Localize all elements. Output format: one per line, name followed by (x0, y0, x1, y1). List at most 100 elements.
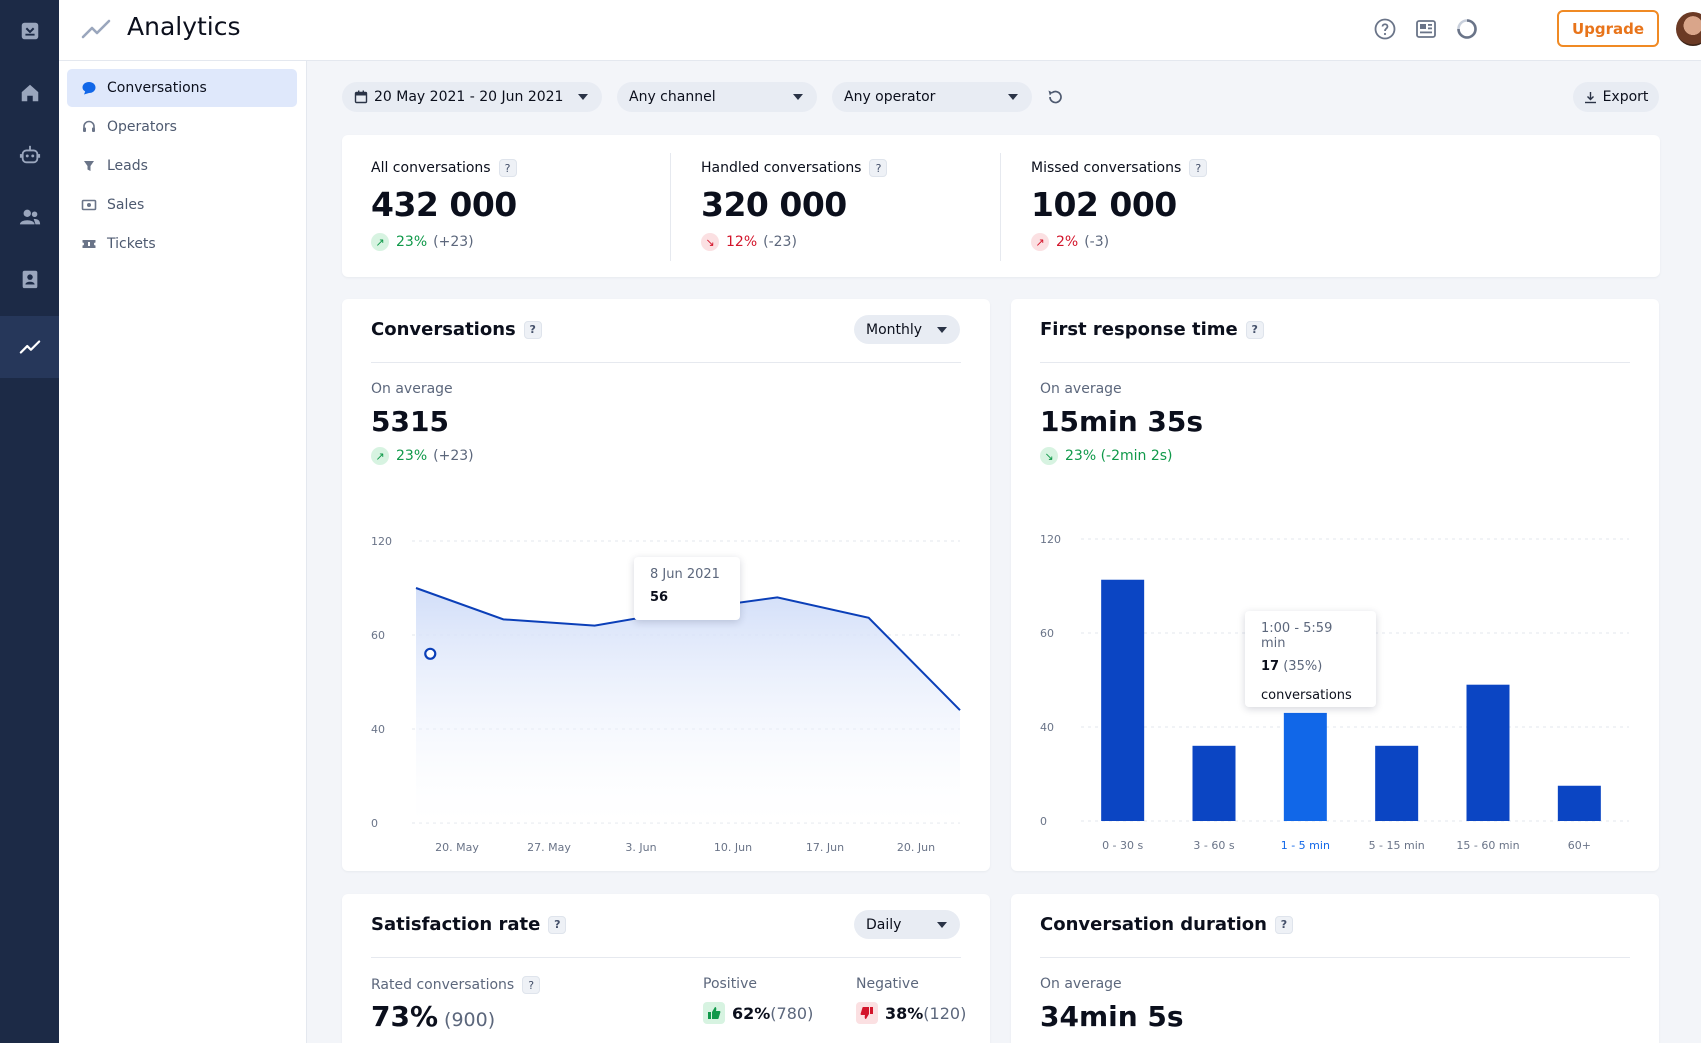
help-icon[interactable]: ? (869, 159, 888, 177)
rated-percent: 73% (371, 1000, 439, 1033)
x-tick-label: 20. Jun (897, 841, 935, 854)
rail-item-inbox[interactable] (0, 0, 59, 62)
analytics-icon (19, 340, 40, 354)
positive-percent: 62% (732, 1003, 771, 1023)
delta-absolute: (-23) (763, 234, 797, 250)
chat-bubble-icon (82, 82, 96, 95)
handled-conversations-delta: ↘ 12% (-23) (701, 233, 797, 251)
chevron-down-icon (937, 922, 947, 928)
rail-item-home[interactable] (0, 62, 59, 124)
export-button[interactable]: Export (1573, 82, 1659, 112)
chart-tooltip: 1:00 - 5:59 min 17 (35%) conversations (1245, 611, 1376, 707)
delta-percent: 23% (396, 234, 428, 250)
x-tick-label: 15 - 60 min (1456, 839, 1519, 852)
avatar[interactable] (1676, 12, 1701, 46)
handled-conversations-value: 320 000 (701, 185, 847, 224)
help-icon[interactable]: ? (548, 915, 567, 934)
inbox-icon (21, 22, 38, 40)
delta-text: 23% (-2min 2s) (1065, 448, 1173, 464)
y-tick-label: 120 (1040, 533, 1061, 546)
missed-conversations-label: Missed conversations ? (1031, 159, 1208, 177)
card-title-text: Satisfaction rate (371, 914, 541, 935)
subnav-item-conversations[interactable]: Conversations (67, 69, 297, 107)
arrow-up-right-icon: ↗ (1031, 233, 1049, 251)
subnav-item-label: Leads (107, 158, 148, 174)
summary-card: All conversations ? 432 000 ↗ 23% (+23) … (342, 135, 1660, 277)
help-icon[interactable]: ? (498, 159, 517, 177)
conversation-duration-card: Conversation duration ? On average 34min… (1011, 894, 1659, 1043)
avg-label: On average (1040, 976, 1122, 992)
area-fill (416, 588, 960, 823)
help-icon[interactable]: ? (1189, 159, 1208, 177)
help-icon[interactable]: ? (1245, 320, 1264, 339)
subnav-item-sales[interactable]: Sales (67, 186, 297, 224)
rail-item-users[interactable] (0, 186, 59, 248)
divider (1040, 362, 1630, 363)
calendar-icon (354, 90, 368, 104)
tooltip-unit: conversations (1261, 688, 1352, 703)
y-tick-label: 60 (1040, 627, 1054, 640)
rail-item-analytics[interactable] (0, 316, 59, 378)
arrow-up-right-icon: ↗ (371, 447, 389, 465)
upgrade-button[interactable]: Upgrade (1557, 10, 1659, 47)
divider (371, 957, 961, 958)
analytics-title-icon (81, 19, 111, 39)
bar (1466, 684, 1510, 821)
all-conversations-delta: ↗ 23% (+23) (371, 233, 474, 251)
positive-metric: 62% (780) (703, 1002, 813, 1024)
help-icon[interactable] (1373, 17, 1397, 41)
date-range-select[interactable]: 20 May 2021 - 20 Jun 2021 (342, 82, 602, 112)
subnav-item-operators[interactable]: Operators (67, 108, 297, 146)
bot-icon (19, 145, 40, 164)
chevron-down-icon (1008, 94, 1018, 100)
operator-select[interactable]: Any operator (832, 82, 1032, 112)
y-tick-label: 60 (371, 629, 385, 642)
delta-percent: 23% (396, 448, 428, 464)
negative-label: Negative (856, 976, 919, 992)
card-title-text: Conversations (371, 319, 516, 340)
all-conversations-value: 432 000 (371, 185, 517, 224)
rated-value: 73% (900) (371, 1000, 495, 1033)
news-icon[interactable] (1414, 17, 1438, 41)
missed-conversations-delta: ↗ 2% (-3) (1031, 233, 1109, 251)
help-icon[interactable]: ? (523, 320, 542, 339)
tooltip-count-line: 17 (35%) (1261, 659, 1360, 674)
date-range-value: 20 May 2021 - 20 Jun 2021 (374, 89, 564, 105)
avg-label: On average (371, 381, 453, 397)
y-tick-label: 0 (371, 817, 378, 830)
funnel-icon (84, 161, 94, 171)
tooltip-value: 56 (650, 590, 669, 605)
subnav-item-leads[interactable]: Leads (67, 147, 297, 185)
y-tick-label: 40 (371, 723, 385, 736)
avg-delta: ↘ 23% (-2min 2s) (1040, 447, 1173, 465)
x-tick-label: 17. Jun (806, 841, 844, 854)
period-select[interactable]: Monthly (854, 315, 960, 344)
x-tick-label: 5 - 15 min (1369, 839, 1425, 852)
period-select[interactable]: Daily (854, 910, 960, 939)
subnav-item-tickets[interactable]: Tickets (67, 225, 297, 263)
thumbs-down-icon (856, 1002, 878, 1024)
tooltip-range: 1:00 - 5:59 min (1261, 621, 1333, 651)
rated-label-text: Rated conversations (371, 977, 515, 993)
rail-item-contacts[interactable] (0, 248, 59, 310)
chevron-down-icon (578, 94, 588, 100)
channel-select[interactable]: Any channel (617, 82, 817, 112)
rated-count: (900) (444, 1009, 496, 1031)
first-response-bar-chart: 120 60 40 0 0 - 30 s 3 - 60 s 1 - 5 min 5 - 15 … (1040, 533, 1629, 852)
rail-item-bot[interactable] (0, 124, 59, 186)
arrow-up-right-icon: ↗ (371, 233, 389, 251)
subnav-item-label: Operators (107, 119, 177, 135)
bar (1283, 712, 1327, 821)
first-response-time-card: First response time ? On average 15min 3… (1011, 299, 1659, 871)
chart-tooltip: 8 Jun 2021 56 (634, 557, 740, 620)
delta-absolute: (+23) (433, 448, 474, 464)
help-icon[interactable]: ? (522, 976, 541, 994)
y-tick-label: 0 (1040, 815, 1047, 828)
stat-label-text: Missed conversations (1031, 160, 1182, 176)
avg-label: On average (1040, 381, 1122, 397)
all-conversations-label: All conversations ? (371, 159, 517, 177)
x-tick-label: 1 - 5 min (1281, 839, 1330, 852)
satisfaction-card: Satisfaction rate ? Daily Rated conversa… (342, 894, 990, 1043)
help-icon[interactable]: ? (1274, 915, 1293, 934)
reset-icon[interactable] (1046, 88, 1064, 106)
